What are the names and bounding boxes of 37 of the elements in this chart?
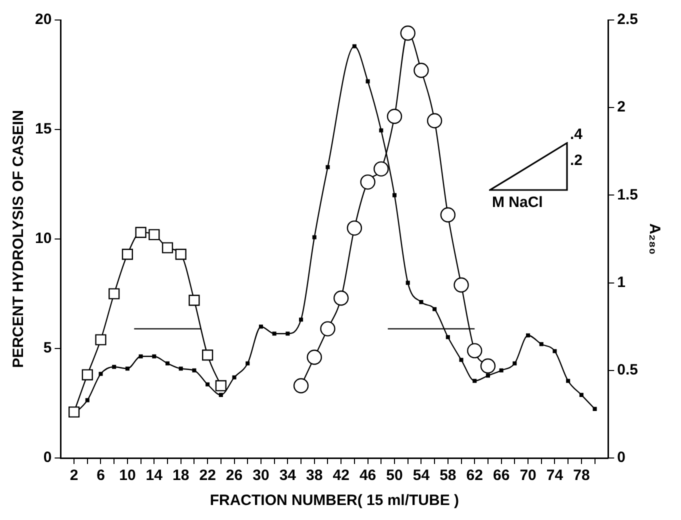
- y2-tick-label: 0.5: [617, 362, 638, 379]
- x-tick-label: 34: [279, 467, 297, 484]
- x-tick-label: 66: [492, 467, 510, 484]
- y-axis-title: PERCENT HYDROLYSIS OF CASEIN: [10, 110, 28, 368]
- annotation: M NaCl: [492, 194, 543, 211]
- x-tick-label: 54: [412, 467, 430, 484]
- x-tick-label: 78: [573, 467, 590, 484]
- y-tick-label: 20: [34, 11, 52, 28]
- annotation: .2: [570, 152, 583, 169]
- y-tick-label: 5: [43, 340, 52, 357]
- x-tick-label: 26: [226, 467, 243, 484]
- y2-tick-label: 2.5: [617, 11, 638, 28]
- y2-tick-label: 2: [617, 98, 626, 116]
- annotation: .4: [570, 126, 583, 143]
- y-tick-label: 0: [43, 449, 52, 466]
- x-tick-label: 2: [70, 467, 78, 484]
- x-tick-label: 10: [119, 467, 136, 484]
- x-tick-label: 62: [466, 467, 483, 484]
- x-tick-label: 30: [252, 467, 270, 484]
- x-tick-label: 74: [546, 467, 564, 484]
- x-tick-label: 70: [520, 467, 536, 484]
- y2-tick-label: 1: [617, 274, 626, 291]
- x-tick-label: 38: [306, 467, 323, 484]
- x-tick-label: 6: [96, 467, 105, 484]
- x-tick-label: 46: [359, 467, 376, 484]
- x-axis-title: FRACTION NUMBER( 15 ml/TUBE ): [210, 492, 460, 510]
- y-tick-label: 15: [34, 120, 52, 138]
- y2-tick-label: 0: [617, 449, 626, 466]
- x-tick-label: 22: [199, 467, 216, 484]
- x-tick-label: 50: [386, 467, 403, 484]
- x-tick-label: 42: [332, 467, 350, 484]
- x-tick-label: 14: [146, 467, 164, 484]
- y-tick-label: 10: [34, 230, 52, 248]
- y2-axis-title: A₂₈₀: [646, 223, 663, 255]
- y2-tick-label: 1.5: [617, 186, 638, 204]
- x-tick-label: 18: [172, 467, 190, 484]
- x-tick-label: 58: [440, 467, 456, 484]
